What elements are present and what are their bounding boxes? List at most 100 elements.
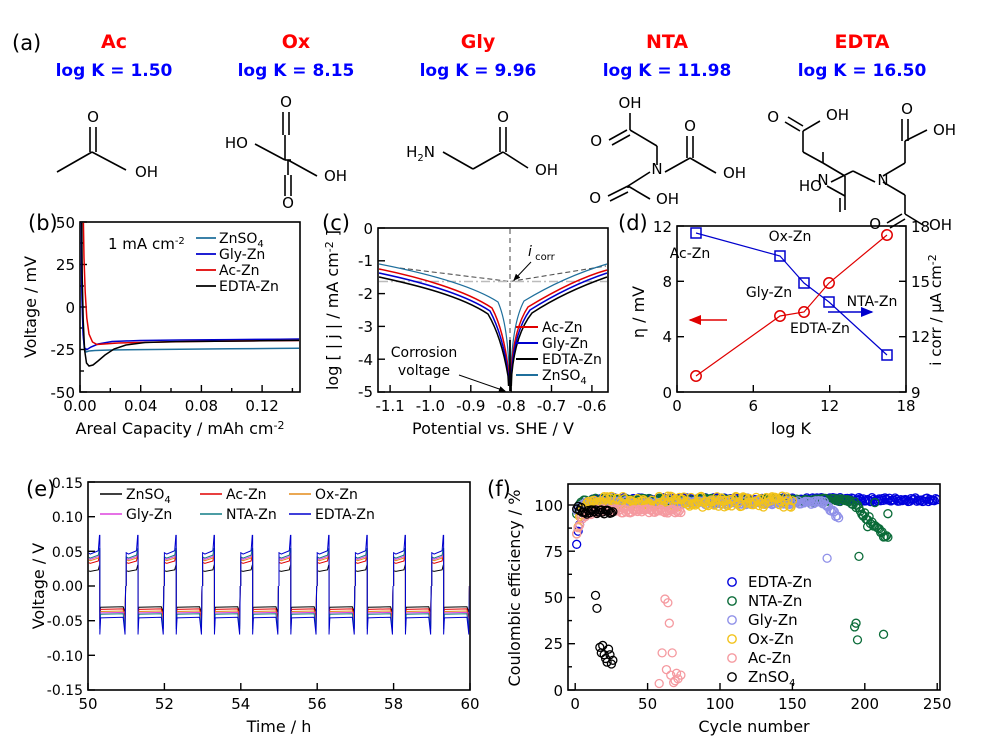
panel-f-xtick-150: 150 [778,695,807,713]
data-point-ox-zn [600,494,611,504]
panel-f-letter: (f) [487,477,511,501]
panel-d-xtick-12: 12 [820,397,839,415]
data-point-nta-zn [883,532,893,542]
icorr-arrow [513,261,532,281]
data-point-znso4 [592,603,602,613]
curve-ac-zn-anodic [510,269,608,384]
atom-label-n: N [817,171,828,189]
panel-c-x-ticks [389,385,593,392]
data-point-gly-zn [834,513,844,523]
panel-f-ytick-50: 50 [544,589,563,607]
atom-label-ho: HO [799,177,822,195]
panel-d-xtick-6: 6 [749,397,759,415]
data-point-ox-zn [689,498,699,508]
atom-label-oh: OH [656,190,679,208]
panel-d-left-y-ticks [677,225,684,393]
panel-f-ylabel: Coulombic efficiency / % [505,490,524,687]
data-point-ox-zn [787,496,798,506]
atom-label-o: O [684,117,696,135]
panel-c-xtick-1: -1.0 [416,397,445,415]
legend-marker-gly-zn [727,615,737,625]
panel-c-xtick-4: -0.7 [537,397,566,415]
molecule-name-edta: EDTA [835,31,890,53]
atom-label-o: O [589,189,601,207]
atom-label-n: N [651,160,662,178]
legend-marker-edta-zn [727,577,737,587]
panel-e-xtick-54: 54 [231,695,250,713]
panel-f: (f) 0 25 50 75 100 0 50 100 150 200 250 … [487,477,952,736]
panel-a-letter: (a) [12,31,41,55]
panel-f-plot-frame [567,483,941,691]
structure-acetic-acid [56,127,127,173]
panel-c-ylabel: log [ | j | / mA cm-2 ] [323,230,342,390]
data-point-znso4 [608,507,618,517]
data-point-gly-zn [812,497,822,507]
data-point-nta-zn [878,629,889,639]
panel-c-xtick-0: -1.1 [375,397,404,415]
data-point-ac-zn [676,670,686,680]
atom-label-o: O [280,93,292,111]
panel-c-ytick-m1: -1 [358,252,373,270]
data-point-ox-zn [599,492,609,502]
panel-d: (d) 0 4 8 12 9 12 15 18 0 6 12 18 log K … [618,211,945,438]
data-point-ac-zn [670,508,680,518]
panel-e-ytick-m010: -0.10 [47,649,83,665]
data-point-gly-zn [805,497,815,507]
panel-e-curves [88,534,470,635]
corrosion-voltage-label-line2: voltage [398,363,450,379]
panel-e-letter: (e) [26,477,55,501]
panel-d-xtick-18: 18 [896,397,915,415]
legend-label-edta-zn: EDTA-Zn [542,352,602,368]
structure-nta [607,113,717,202]
data-point-ox-zn [786,502,796,512]
panel-d-ylabel-right: i corr / μA cm-2 [926,254,945,365]
panel-f-xtick-100: 100 [706,695,735,713]
atom-label-oh: OH [324,167,347,185]
panel-e-xtick-50: 50 [78,695,97,713]
atom-label-o: O [497,108,509,126]
data-point-edta-zn [932,494,940,505]
series-markers-icorr [690,229,893,382]
structure-glycine [442,127,529,170]
panel-d-ytick-right-18: 18 [911,218,930,236]
legend-label-ox-zn: Ox-Zn [748,630,794,648]
panel-d-ytick-right-15: 15 [911,273,930,291]
legend-marker-ox-zn [727,634,737,644]
panel-f-xlabel: Cycle number [698,717,810,736]
panel-d-ytick-right-9: 9 [911,384,921,402]
logk-nta: log K = 11.98 [603,61,732,81]
atom-label-h2n: H2N [406,143,435,164]
data-point-ox-zn [709,500,719,510]
atom-label-oh: OH [929,216,952,234]
data-point-ac-zn [660,507,670,518]
panel-e-xlabel: Time / h [246,717,312,736]
data-point-nta-zn [864,512,874,522]
panel-f-ytick-25: 25 [544,635,563,653]
data-point-edta-zn [894,496,905,506]
data-point-znso4 [605,650,615,660]
panel-c-ytick-m5: -5 [358,383,373,401]
data-point-znso4 [608,655,618,665]
logk-ac: log K = 1.50 [56,61,173,81]
data-point-ac-zn [647,505,657,515]
panel-c: (c) 0 -1 -2 -3 -4 -5 -1.1 -1.0 -0.9 -0.8… [322,211,609,438]
atom-label-o: O [767,108,779,126]
data-point-nta-zn [883,509,893,519]
panel-e-ytick-m005: -0.05 [47,614,83,630]
panel-e-ytick-005: 0.05 [52,545,83,561]
panel-e-xtick-56: 56 [308,695,327,713]
panel-d-ytick-right-12: 12 [911,328,930,346]
data-point-nta-zn [849,497,860,507]
data-point-gly-zn [832,511,842,521]
molecule-name-ac: Ac [101,31,127,53]
legend-label-gly-zn: Gly-Zn [542,336,588,352]
legend-label-znso4: ZnSO4 [542,368,587,387]
legend-label-edta-zn: EDTA-Zn [748,573,812,591]
panel-d-letter: (d) [618,211,648,235]
panel-b-xtick-0: 0.00 [63,397,96,415]
data-point-ox-zn [779,502,789,512]
panel-e-ytick-010: 0.10 [52,510,83,526]
data-point-znso4 [590,590,601,600]
